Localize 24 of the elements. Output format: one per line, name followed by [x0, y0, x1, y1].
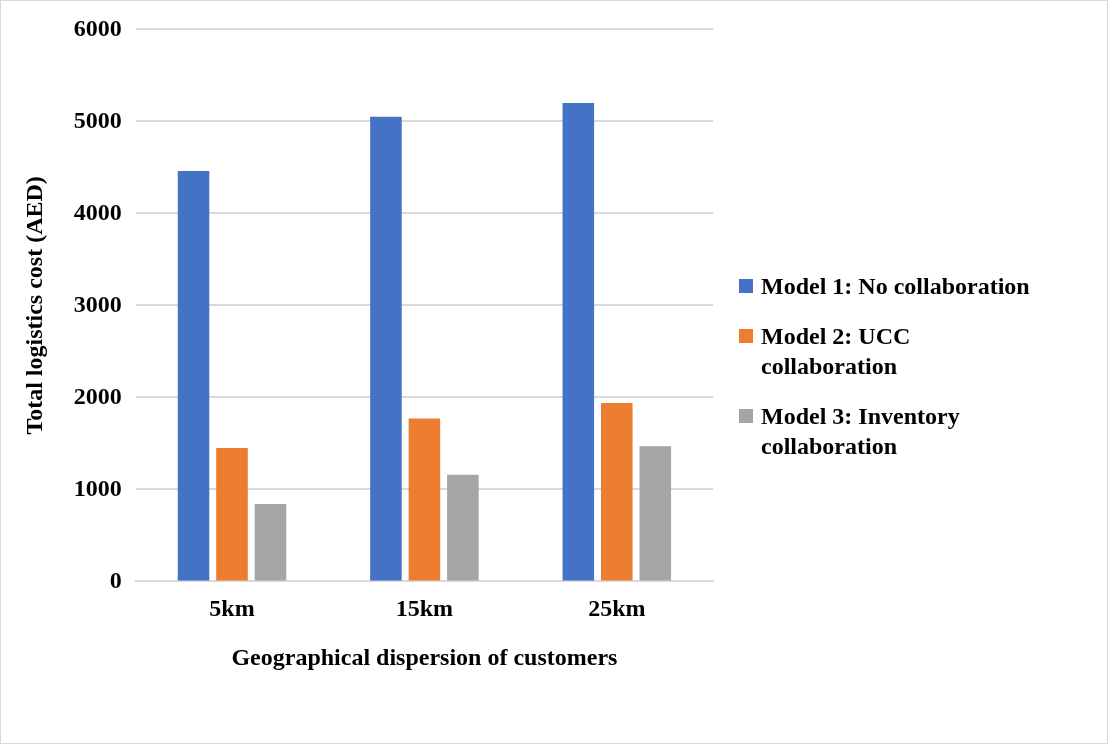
bar — [370, 116, 402, 581]
bar — [216, 448, 248, 581]
y-tick-label: 2000 — [73, 382, 122, 409]
x-tick-label: 25km — [588, 595, 646, 621]
bar — [562, 103, 595, 581]
x-tick-label: 5km — [209, 595, 255, 621]
bar — [408, 418, 441, 581]
y-tick-label: 5000 — [73, 106, 122, 133]
bar — [177, 171, 210, 581]
y-tick-label: 6000 — [73, 14, 122, 41]
bar — [447, 474, 479, 581]
bar — [601, 402, 633, 581]
bar — [639, 446, 672, 581]
y-tick-label: 4000 — [73, 198, 122, 225]
y-tick-label: 3000 — [73, 290, 122, 317]
legend-label: Model 3: Inventory collaboration — [761, 402, 961, 461]
y-axis-title: Total logistics cost (AED) — [20, 176, 47, 435]
x-axis-title: Geographical dispersion of customers — [231, 643, 618, 670]
bar — [254, 504, 287, 581]
legend-label: Model 1: No collaboration — [761, 272, 1030, 301]
x-tick-label: 15km — [395, 595, 454, 621]
y-tick-label: 0 — [109, 566, 122, 593]
y-tick-label: 1000 — [73, 474, 122, 501]
legend-label: Model 2: UCC collaboration — [761, 322, 912, 381]
